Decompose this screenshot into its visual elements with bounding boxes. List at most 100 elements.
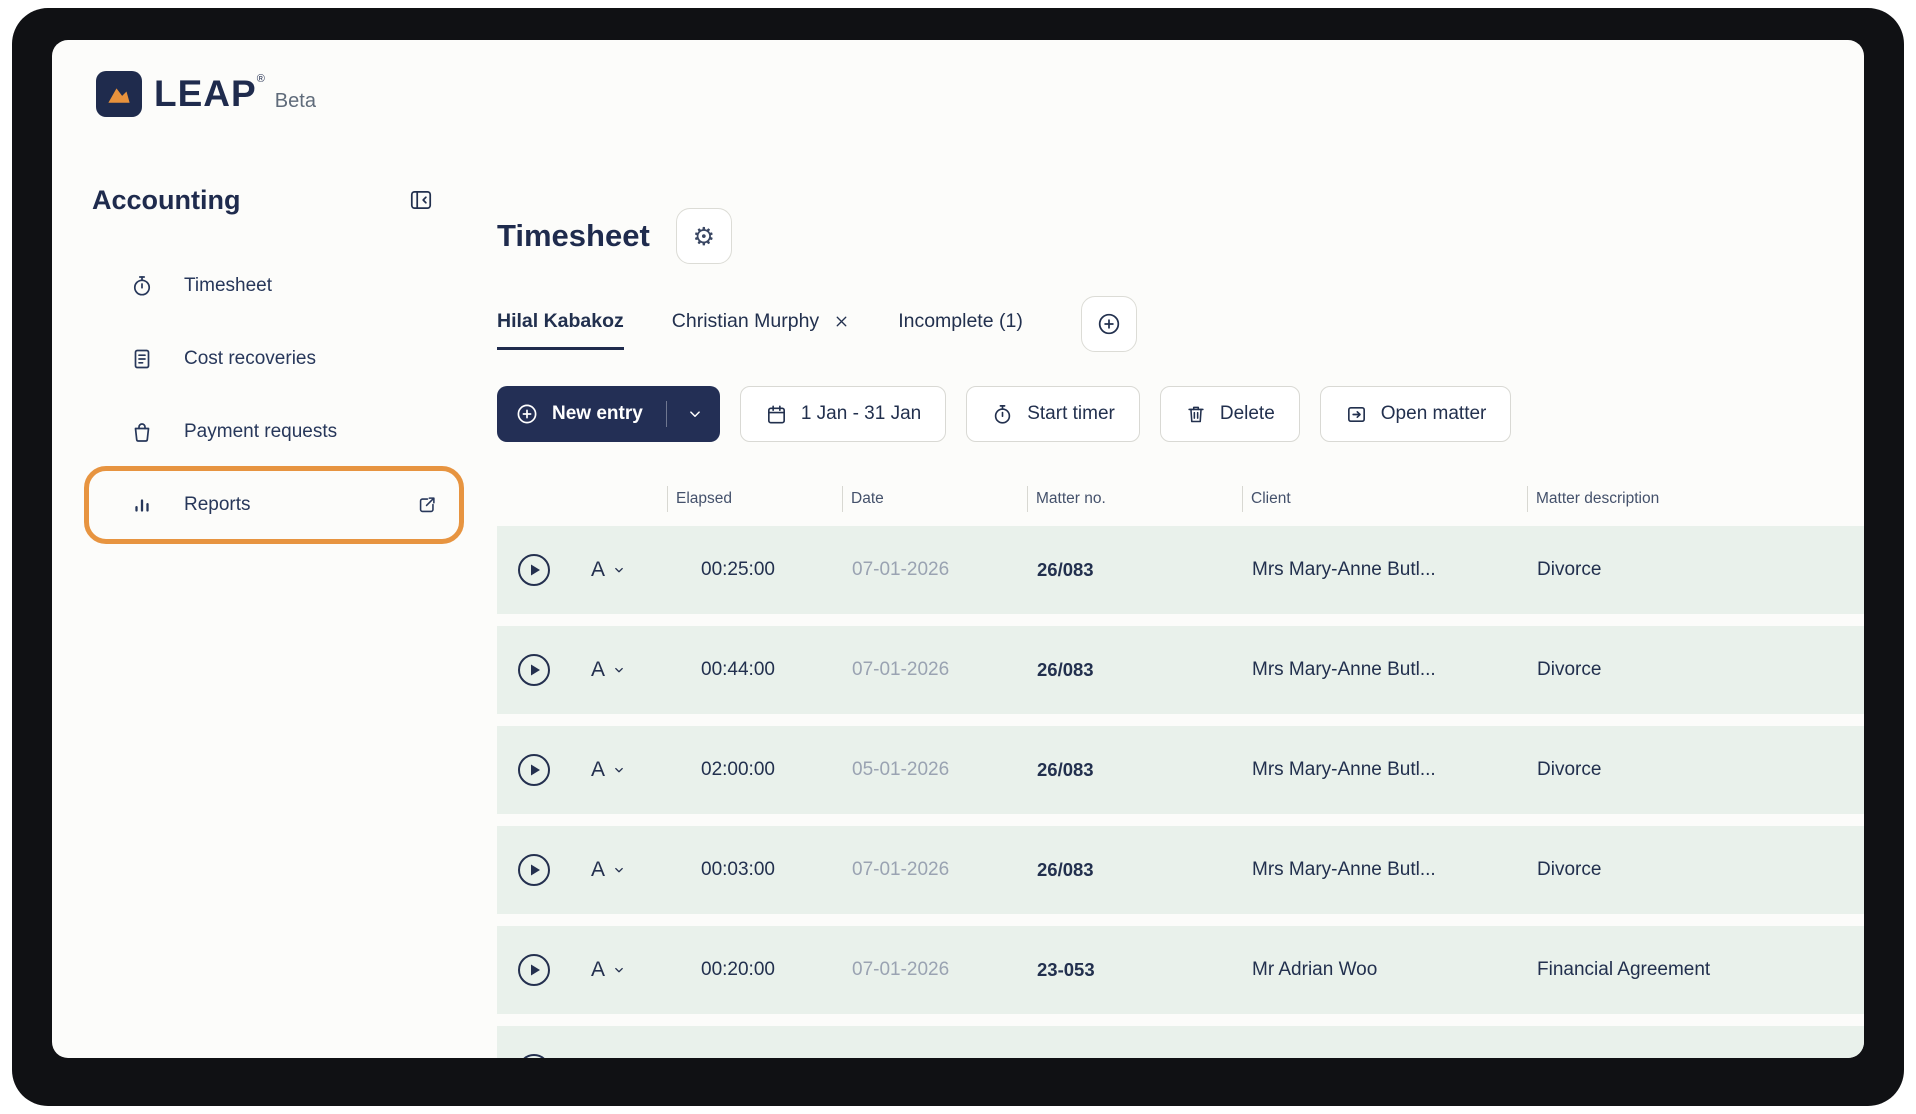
- timesheet-settings-button[interactable]: ⚙: [675, 208, 732, 264]
- cell-matter-no: 26/083: [1037, 659, 1094, 680]
- bag-icon: [134, 423, 150, 442]
- cell-matter-no: 26/083: [1037, 759, 1094, 780]
- play-timer-button[interactable]: [517, 853, 551, 887]
- activity-label: A: [591, 658, 606, 681]
- chevron-down-icon: [615, 667, 623, 673]
- cell-date: 07-01-2026: [852, 959, 950, 980]
- cell-date: 07-01-2026: [852, 659, 950, 680]
- sidebar-item-reports[interactable]: Reports: [52, 483, 472, 527]
- play-icon: [518, 754, 550, 786]
- table-row[interactable]: A 00:44:00 07-01-2026 26/083 Mrs Mary-An…: [497, 626, 1864, 714]
- close-tab-icon[interactable]: [833, 313, 850, 330]
- activity-type-dropdown[interactable]: A: [571, 758, 667, 782]
- trash-icon: [1188, 406, 1204, 423]
- toolbar: New entry 1 Jan - 31 Jan: [497, 386, 1864, 442]
- play-icon: [518, 854, 550, 886]
- cell-elapsed: 00:44:00: [701, 659, 775, 680]
- header-client: Client: [1242, 478, 1527, 520]
- tab-christian-murphy[interactable]: Christian Murphy: [672, 310, 850, 347]
- play-timer-button[interactable]: [517, 953, 551, 987]
- cell-matter-no: 23-053: [1037, 959, 1095, 980]
- add-tab-button[interactable]: [1080, 296, 1137, 352]
- leap-logo-icon: [96, 71, 142, 117]
- chevron-down-icon: [615, 867, 623, 873]
- table-row[interactable]: A 00:20:00 07-01-2026 23-053 Mr Adrian W…: [497, 926, 1864, 1014]
- header-activity-column: [571, 478, 667, 520]
- calendar-icon: [767, 405, 785, 423]
- play-icon: [523, 1054, 545, 1058]
- plus-circle-icon: [517, 404, 537, 424]
- table-header-row: Elapsed Date Matter no. Client Matter de…: [497, 478, 1864, 520]
- main-content: Timesheet ⚙ Hilal Kabakoz Christian Murp…: [472, 130, 1864, 1058]
- play-timer-button[interactable]: [517, 753, 551, 787]
- gear-icon: ⚙: [692, 221, 715, 251]
- table-row[interactable]: A 00:07:00 07-01-2026 23-053 Mr Adrian W…: [497, 1026, 1864, 1058]
- tab-label: Christian Murphy: [671, 310, 820, 332]
- cell-client: Mrs Mary-Anne Butl...: [1252, 659, 1436, 680]
- delete-button[interactable]: Delete: [1159, 386, 1300, 442]
- cell-client: Mr Adrian Woo: [1252, 959, 1378, 980]
- new-entry-button[interactable]: New entry: [497, 386, 720, 442]
- cell-date: 07-01-2026: [852, 859, 950, 880]
- collapse-sidebar-button[interactable]: [404, 183, 438, 217]
- header-matter-no: Matter no.: [1027, 478, 1242, 520]
- activity-type-dropdown[interactable]: A: [571, 558, 667, 582]
- header-elapsed: Elapsed: [667, 478, 842, 520]
- stopwatch-icon: [133, 276, 151, 296]
- activity-label: A: [591, 958, 606, 981]
- cell-description: Divorce: [1537, 559, 1602, 580]
- tab-incomplete[interactable]: Incomplete (1): [898, 310, 1023, 347]
- date-range-label: 1 Jan - 31 Jan: [800, 403, 922, 424]
- cell-date: 05-01-2026: [852, 759, 950, 780]
- start-timer-button[interactable]: Start timer: [966, 386, 1140, 442]
- start-timer-label: Start timer: [1027, 403, 1115, 424]
- activity-label: A: [591, 758, 606, 781]
- cell-client: Mrs Mary-Anne Butl...: [1252, 559, 1436, 580]
- topbar: LEAP® Beta: [52, 40, 1864, 130]
- play-timer-button[interactable]: [517, 553, 551, 587]
- activity-type-dropdown[interactable]: A: [571, 658, 667, 682]
- sidebar-item-label: Cost recoveries: [184, 348, 316, 369]
- table-row[interactable]: A 00:25:00 07-01-2026 26/083 Mrs Mary-An…: [497, 526, 1864, 614]
- receipt-icon: [134, 349, 150, 369]
- app-window: LEAP® Beta Accounting: [52, 40, 1864, 1058]
- cell-description: Divorce: [1537, 859, 1602, 880]
- cell-elapsed: 00:03:00: [701, 859, 775, 880]
- open-matter-label: Open matter: [1380, 403, 1487, 424]
- sidebar-title: Accounting: [92, 184, 241, 215]
- page-title: Timesheet: [497, 218, 650, 253]
- table-row[interactable]: A 00:03:00 07-01-2026 26/083 Mrs Mary-An…: [497, 826, 1864, 914]
- tabs: Hilal Kabakoz Christian Murphy Incomplet…: [497, 296, 1864, 352]
- tab-label: Hilal Kabakoz: [497, 310, 624, 332]
- play-timer-button[interactable]: [517, 1053, 551, 1058]
- bar-chart-icon: [135, 499, 149, 512]
- cell-description: Divorce: [1537, 659, 1602, 680]
- open-matter-icon: [1347, 406, 1365, 422]
- tab-hilal-kabakoz[interactable]: Hilal Kabakoz: [497, 310, 624, 350]
- cell-matter-no: 26/083: [1037, 559, 1094, 580]
- external-link-icon: [419, 497, 435, 513]
- chevron-down-icon[interactable]: [686, 405, 704, 423]
- table-body: A 00:25:00 07-01-2026 26/083 Mrs Mary-An…: [497, 526, 1864, 1058]
- open-matter-button[interactable]: Open matter: [1319, 386, 1512, 442]
- chevron-down-icon: [615, 567, 623, 573]
- logo-text: LEAP®: [154, 73, 266, 114]
- sidebar-item-payment-requests[interactable]: Payment requests: [52, 410, 472, 454]
- activity-label: A: [591, 558, 606, 581]
- beta-badge: Beta: [274, 89, 316, 112]
- activity-type-dropdown[interactable]: A: [571, 958, 667, 982]
- sidebar-item-timesheet[interactable]: Timesheet: [52, 264, 472, 308]
- cell-description: Financial Agreement: [1537, 959, 1711, 980]
- table-row[interactable]: A 02:00:00 05-01-2026 26/083 Mrs Mary-An…: [497, 726, 1864, 814]
- collapse-panel-icon: [410, 191, 432, 209]
- play-icon: [518, 954, 550, 986]
- play-timer-button[interactable]: [517, 653, 551, 687]
- play-icon: [518, 654, 550, 686]
- timesheet-table: Elapsed Date Matter no. Client Matter de…: [497, 478, 1864, 1058]
- activity-type-dropdown[interactable]: A: [571, 858, 667, 882]
- cell-elapsed: 00:25:00: [701, 559, 775, 580]
- activity-label: A: [591, 858, 606, 881]
- play-icon: [518, 554, 550, 586]
- sidebar-item-cost-recoveries[interactable]: Cost recoveries: [52, 337, 472, 381]
- date-range-button[interactable]: 1 Jan - 31 Jan: [739, 386, 947, 442]
